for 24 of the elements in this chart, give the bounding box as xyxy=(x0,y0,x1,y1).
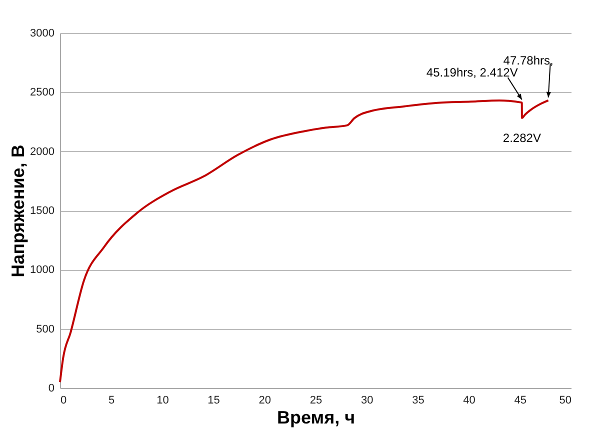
x-tick-label: 50 xyxy=(559,394,572,406)
annotation: 45.19hrs, 2.412V xyxy=(426,66,518,80)
annotation: 2.282V xyxy=(502,130,541,145)
y-axis-title: Напряжение, В xyxy=(8,144,28,278)
y-tick-label: 3000 xyxy=(30,28,54,40)
y-tick-label: 2000 xyxy=(30,146,54,158)
x-tick-label: 5 xyxy=(108,394,115,406)
x-tick-label: 30 xyxy=(360,394,374,406)
x-axis-title: Время, ч xyxy=(276,408,356,428)
annotation: 47.78hrs, xyxy=(503,53,554,68)
y-tick-label: 500 xyxy=(36,323,54,336)
y-tick-label: 1500 xyxy=(30,205,54,217)
x-tick-label: 45 xyxy=(514,394,527,406)
y-tick-label: 1000 xyxy=(30,264,54,276)
x-tick-label: 0 xyxy=(60,394,67,406)
y-tick-label: 0 xyxy=(48,382,54,394)
x-tick-label: 40 xyxy=(463,394,476,406)
x-tick-label: 25 xyxy=(310,394,322,406)
x-tick-label: 10 xyxy=(156,394,169,406)
x-tick-label: 15 xyxy=(208,394,220,406)
y-tick-label: 2500 xyxy=(30,86,54,99)
line-series xyxy=(59,99,550,384)
x-tick-label: 35 xyxy=(412,394,424,406)
x-tick-label: 20 xyxy=(258,394,272,406)
